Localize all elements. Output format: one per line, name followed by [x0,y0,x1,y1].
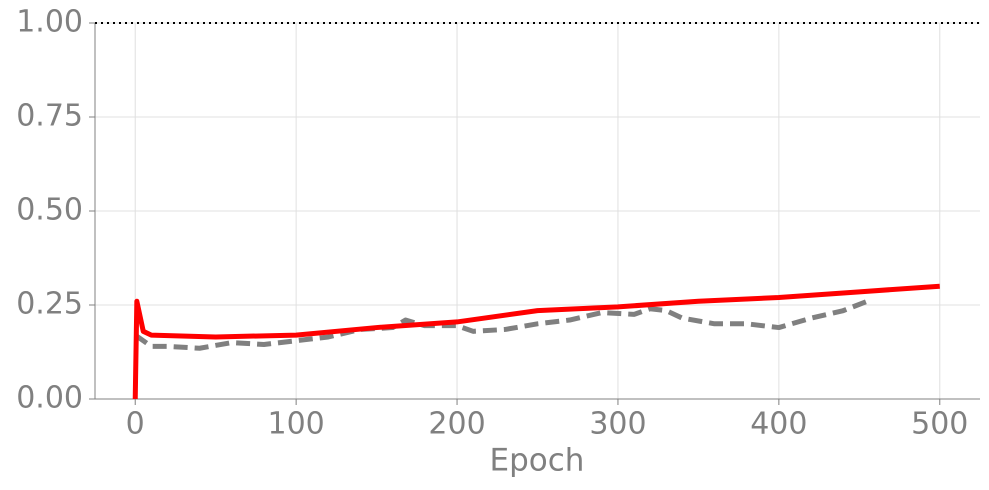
series-line [133,298,869,351]
y-tick-label: 0.75 [16,99,83,134]
x-tick-label: 0 [126,407,145,442]
y-tick-label: 0.50 [16,193,83,228]
x-axis-label: Epoch [490,443,585,479]
y-tick-label: 1.00 [16,5,83,40]
x-tick-label: 300 [589,407,646,442]
x-tick-label: 400 [750,407,807,442]
x-tick-label: 200 [428,407,485,442]
y-tick-label: 0.00 [16,381,83,416]
y-tick-label: 0.25 [16,287,83,322]
x-tick-label: 500 [911,407,968,442]
x-tick-label: 100 [268,407,325,442]
series-line [132,283,940,400]
